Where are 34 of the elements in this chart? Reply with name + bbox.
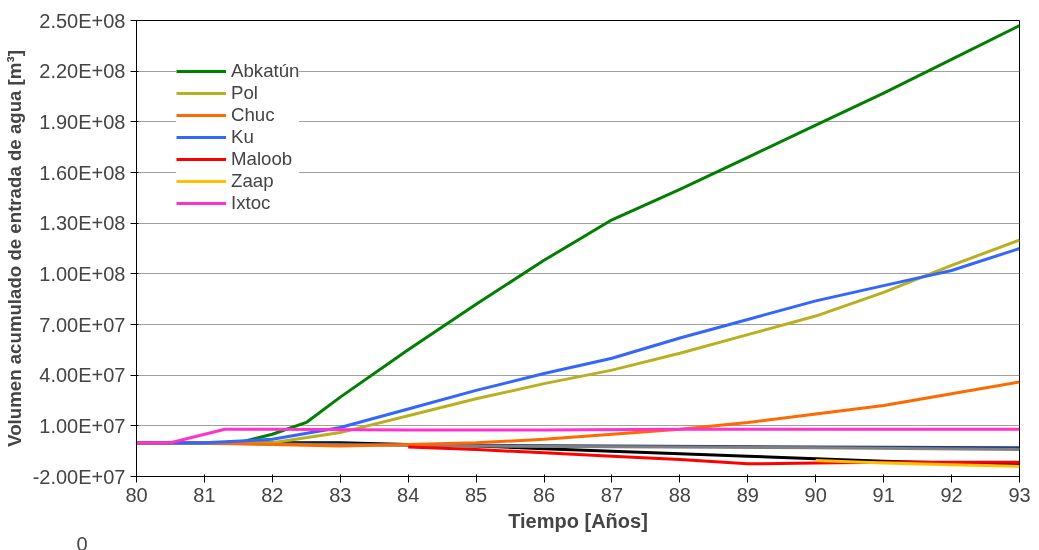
x-tick-label: 82 [261, 483, 284, 506]
x-tick-label: 92 [940, 483, 963, 506]
y-tick-label: 1.00E+07 [39, 414, 126, 437]
x-tick-label: 87 [600, 483, 624, 506]
y-tick-label: -2.00E+07 [32, 465, 126, 488]
y-tick-label: 2.50E+08 [39, 9, 126, 32]
legend-label: Chuc [231, 104, 275, 126]
legend-label: Abkatún [231, 60, 300, 82]
y-tick-label: 1.60E+08 [39, 161, 126, 184]
y-tick-label: 7.00E+07 [39, 313, 126, 336]
y-tick-label: 1.30E+08 [39, 212, 126, 235]
y-tick-label: 1.90E+08 [39, 110, 126, 133]
x-tick-label: 93 [1008, 483, 1031, 506]
x-tick-label: 90 [804, 483, 827, 506]
x-tick-label: 80 [125, 483, 148, 506]
legend-label: Zaap [231, 170, 274, 192]
x-tick-label: 88 [668, 483, 692, 506]
x-tick-label: 86 [532, 483, 556, 506]
legend-label: Pol [231, 82, 258, 104]
legend-label: Maloob [231, 148, 293, 170]
x-axis-title: Tiempo [Años] [508, 509, 648, 532]
text: 0 [76, 532, 88, 550]
y-tick-label: 2.20E+08 [39, 60, 126, 83]
legend-label: Ku [231, 126, 254, 148]
x-tick-label: 83 [329, 483, 352, 506]
y-tick-label: 4.00E+07 [39, 364, 126, 387]
x-tick-label: 85 [464, 483, 488, 506]
x-tick-label: 84 [397, 483, 420, 506]
y-axis-title: Volumen acumulado de entrada de agua [m³] [3, 50, 25, 447]
x-tick-label: 91 [872, 483, 895, 506]
y-tick-label: 1.00E+08 [39, 262, 126, 285]
legend-label: Ixtoc [231, 192, 271, 214]
x-tick-label: 81 [193, 483, 216, 506]
x-tick-label: 89 [736, 483, 759, 506]
